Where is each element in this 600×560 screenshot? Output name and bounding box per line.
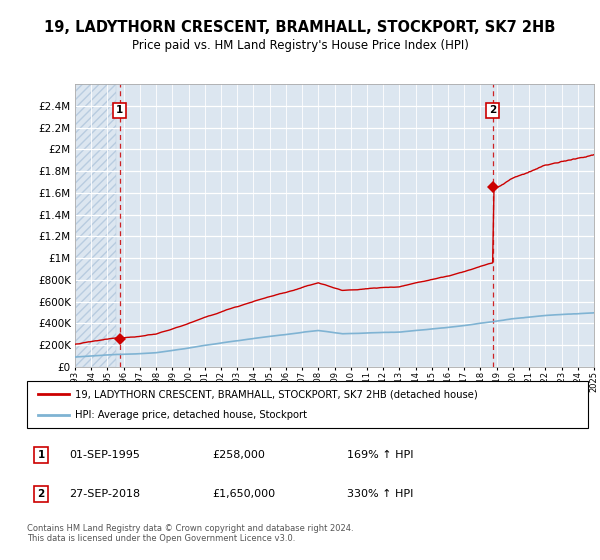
Text: Price paid vs. HM Land Registry's House Price Index (HPI): Price paid vs. HM Land Registry's House …: [131, 39, 469, 52]
Text: 1: 1: [37, 450, 44, 460]
Text: 19, LADYTHORN CRESCENT, BRAMHALL, STOCKPORT, SK7 2HB (detached house): 19, LADYTHORN CRESCENT, BRAMHALL, STOCKP…: [74, 389, 478, 399]
Text: 2: 2: [489, 105, 496, 115]
Text: 01-SEP-1995: 01-SEP-1995: [69, 450, 140, 460]
Text: 169% ↑ HPI: 169% ↑ HPI: [347, 450, 413, 460]
Text: 1: 1: [116, 105, 123, 115]
Text: 330% ↑ HPI: 330% ↑ HPI: [347, 489, 413, 498]
Text: £258,000: £258,000: [212, 450, 265, 460]
Text: 2: 2: [37, 489, 44, 498]
Text: Contains HM Land Registry data © Crown copyright and database right 2024.
This d: Contains HM Land Registry data © Crown c…: [27, 524, 353, 543]
Text: 19, LADYTHORN CRESCENT, BRAMHALL, STOCKPORT, SK7 2HB: 19, LADYTHORN CRESCENT, BRAMHALL, STOCKP…: [44, 20, 556, 35]
Text: 27-SEP-2018: 27-SEP-2018: [69, 489, 140, 498]
Text: HPI: Average price, detached house, Stockport: HPI: Average price, detached house, Stoc…: [74, 410, 307, 420]
FancyBboxPatch shape: [27, 381, 588, 428]
Text: £1,650,000: £1,650,000: [212, 489, 275, 498]
